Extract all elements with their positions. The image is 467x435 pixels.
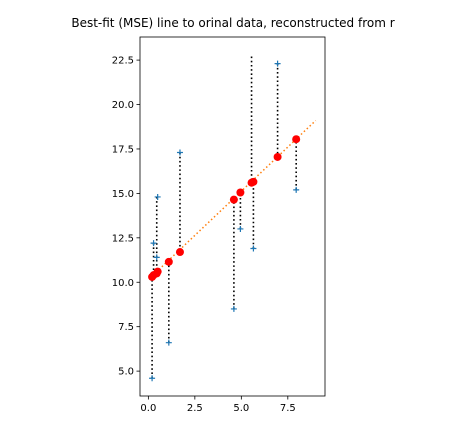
- y-tick-label: 20.0: [112, 100, 134, 111]
- observed-point: [274, 60, 281, 67]
- observed-point: [293, 186, 300, 193]
- predicted-point: [236, 188, 245, 197]
- observed-point: [165, 339, 172, 346]
- chart-title: Best-fit (MSE) line to orinal data, reco…: [71, 16, 394, 30]
- x-tick-label: 5.0: [233, 403, 249, 414]
- observed-point: [154, 193, 161, 200]
- x-tick-label: 2.5: [187, 403, 203, 414]
- predicted-point: [249, 177, 258, 186]
- y-tick-label: 15.0: [112, 189, 134, 200]
- y-tick-label: 12.5: [112, 233, 134, 244]
- y-tick-label: 5.0: [118, 367, 134, 378]
- observed-point: [250, 245, 257, 252]
- observed-point: [149, 375, 156, 382]
- predicted-point: [292, 135, 301, 144]
- observed-point: [176, 149, 183, 156]
- predicted-point: [273, 152, 282, 161]
- x-tick-label: 0.0: [140, 403, 156, 414]
- predicted-point: [153, 267, 162, 276]
- observed-point: [230, 305, 237, 312]
- axes-frame: [139, 36, 326, 397]
- axes: 0.0 2.5 5.0 7.5 5.0 7.5 10.0 12.5 15.0 17.5 20.0 22…: [112, 36, 326, 414]
- y-tick-label: 22.5: [112, 56, 134, 67]
- observed-point: [150, 240, 157, 247]
- predicted-point: [175, 248, 184, 257]
- observed-point: [237, 225, 244, 232]
- y-tick-label: 7.5: [118, 322, 134, 333]
- predicted-point: [164, 257, 173, 266]
- y-tick-label: 17.5: [112, 144, 134, 155]
- y-tick-label: 10.0: [112, 278, 134, 289]
- observed-point: [153, 254, 160, 261]
- plot-area: [148, 56, 317, 382]
- predicted-point: [229, 195, 238, 204]
- x-tick-label: 7.5: [280, 403, 296, 414]
